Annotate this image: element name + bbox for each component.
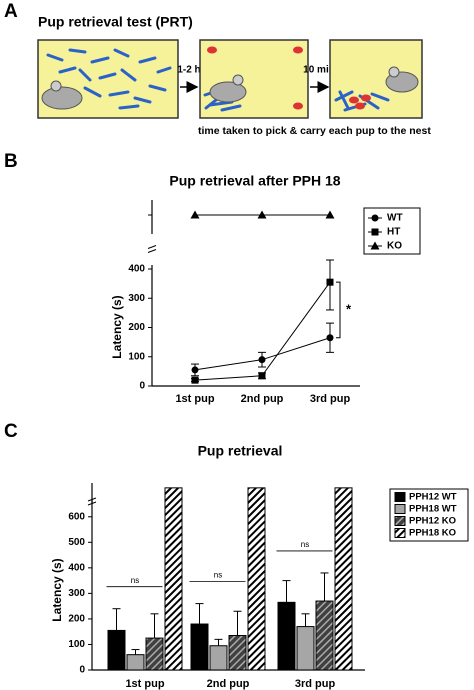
legend-label: WT (387, 213, 403, 224)
caption: time taken to pick & carry each pup to t… (198, 125, 431, 137)
x-tick-label: 1st pup (125, 678, 164, 690)
point (326, 278, 334, 286)
significance-label: * (346, 301, 352, 316)
bar (209, 645, 228, 671)
bar (190, 623, 209, 671)
y-tick-label: 300 (128, 293, 145, 304)
y-tick-label: 100 (68, 639, 85, 650)
bar (296, 626, 315, 671)
chart-title: Pup retrieval after PPH 18 (169, 173, 340, 189)
bar (126, 654, 145, 671)
step-label: 10 min (303, 65, 335, 76)
step-label: 1-2 h (177, 65, 200, 76)
bar (164, 487, 183, 671)
significance-bracket (336, 281, 341, 339)
point (257, 210, 267, 219)
legend-label: PPH18 KO (409, 528, 456, 539)
legend-swatch (394, 516, 406, 526)
panel-label: A (4, 1, 18, 22)
panel-label: C (4, 421, 18, 442)
bar (277, 601, 296, 671)
panel-title: Pup retrieval test (PRT) (38, 14, 193, 30)
ns-label: ns (214, 571, 222, 580)
axis-break (147, 245, 157, 249)
chart-title: Pup retrieval (198, 443, 283, 459)
y-tick-label: 200 (68, 614, 85, 625)
ns-label: ns (131, 576, 139, 585)
panel-label: B (4, 151, 18, 172)
y-tick-label: 100 (128, 351, 145, 362)
legend-box (363, 207, 421, 255)
legend-box (389, 488, 469, 542)
legend-label: PPH12 KO (409, 516, 456, 527)
y-tick-label: 0 (139, 381, 145, 392)
point (191, 376, 199, 384)
y-tick-label: 400 (68, 562, 85, 573)
legend-swatch (394, 528, 406, 538)
ns-label: ns (301, 540, 309, 549)
bar (247, 487, 266, 671)
y-tick-label: 200 (128, 322, 145, 333)
x-tick-label: 2nd pup (241, 393, 284, 405)
cage-2 (199, 39, 309, 119)
y-tick-label: 600 (68, 511, 85, 522)
axis-break (147, 249, 157, 253)
x-tick-label: 3rd pup (310, 393, 351, 405)
point (191, 366, 199, 374)
cage-3 (329, 39, 423, 119)
y-axis-label: Latency (s) (50, 558, 64, 621)
x-tick-label: 1st pup (175, 393, 214, 405)
legend-label: HT (387, 227, 400, 238)
legend-label: KO (387, 241, 402, 252)
bar (315, 600, 334, 671)
bar (228, 635, 247, 671)
point (190, 210, 200, 219)
point (258, 372, 266, 380)
point (258, 356, 266, 364)
point (326, 334, 334, 342)
legend-swatch (394, 504, 406, 514)
y-tick-label: 0 (79, 665, 85, 676)
bar (107, 629, 126, 671)
bar (334, 487, 353, 671)
bar (145, 637, 164, 671)
legend-swatch (394, 492, 406, 502)
legend-label: PPH18 WT (409, 504, 457, 515)
point (325, 210, 335, 219)
legend-label: PPH12 WT (409, 492, 457, 503)
x-tick-label: 2nd pup (207, 678, 250, 690)
y-tick-label: 300 (68, 588, 85, 599)
cage-1 (37, 39, 179, 119)
y-tick-label: 400 (128, 264, 145, 275)
axis-break (87, 497, 97, 502)
y-tick-label: 500 (68, 537, 85, 548)
x-tick-label: 3rd pup (295, 678, 336, 690)
axis-break (87, 501, 97, 506)
y-axis-label: Latency (s) (110, 295, 124, 358)
